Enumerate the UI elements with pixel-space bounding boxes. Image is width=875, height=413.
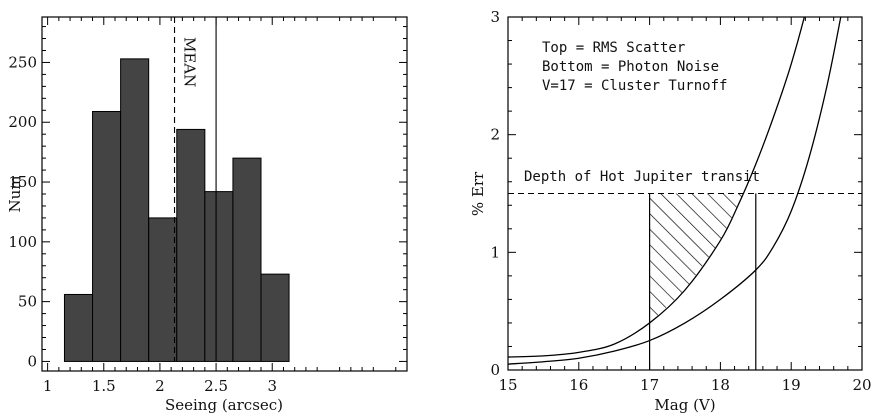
y-tick-label: 250 bbox=[8, 53, 37, 71]
x-tick-label: 1.5 bbox=[92, 377, 116, 395]
histogram-x-label: Seeing (arcsec) bbox=[165, 396, 283, 413]
histogram-bar bbox=[92, 110, 122, 362]
transit-depth-label: Depth of Hot Jupiter transit bbox=[524, 169, 760, 185]
error-curve-panel: 15 16 17 18 19 20 0 1 2 3 Top = RMS Scatter Botto… bbox=[469, 8, 872, 413]
x-tick-label: 1 bbox=[43, 377, 53, 395]
annotation-line-2: Bottom = Photon Noise bbox=[542, 59, 719, 75]
y-tick-label: 0 bbox=[27, 352, 37, 370]
histogram-bar bbox=[232, 157, 262, 362]
histogram-bar bbox=[176, 128, 206, 362]
histogram-y-label: Num bbox=[6, 175, 24, 212]
y-tick-label: 2 bbox=[490, 126, 500, 144]
x-tick-label: 15 bbox=[498, 376, 517, 394]
histogram-panel: 1 1.5 2 2.5 3 0 50 100 150 200 250 MEAN Seeing (ar… bbox=[6, 16, 408, 413]
histogram-bar bbox=[63, 293, 94, 362]
x-tick-label: 18 bbox=[711, 376, 730, 394]
y-tick-label: 100 bbox=[8, 233, 37, 251]
histogram-bar bbox=[120, 58, 150, 362]
x-tick-label: 2.5 bbox=[204, 377, 228, 395]
histogram-ticks bbox=[42, 17, 407, 371]
error-curve-ticks bbox=[507, 16, 863, 371]
annotation-line-3: V=17 = Cluster Turnoff bbox=[542, 78, 727, 94]
x-tick-label: 17 bbox=[640, 376, 659, 394]
mean-label: MEAN bbox=[181, 37, 199, 87]
x-tick-label: 2 bbox=[155, 377, 165, 395]
error-curve-frame bbox=[507, 16, 863, 371]
x-tick-label: 3 bbox=[267, 377, 277, 395]
histogram-tick-labels: 1 1.5 2 2.5 3 0 50 100 150 200 250 bbox=[8, 53, 277, 395]
error-curve-tick-labels: 15 16 17 18 19 20 0 1 2 3 bbox=[490, 8, 871, 394]
histogram-bars bbox=[63, 58, 290, 362]
histogram-bar bbox=[204, 191, 234, 362]
y-tick-label: 200 bbox=[8, 113, 37, 131]
error-curve-y-label: % Err bbox=[469, 171, 487, 216]
y-tick-label: 150 bbox=[8, 173, 37, 191]
annotation-line-1: Top = RMS Scatter bbox=[542, 40, 685, 56]
x-tick-label: 19 bbox=[782, 376, 801, 394]
histogram-bar bbox=[148, 217, 178, 362]
y-tick-label: 50 bbox=[18, 293, 37, 311]
y-tick-label: 1 bbox=[490, 243, 500, 261]
y-tick-label: 0 bbox=[490, 361, 500, 379]
hatched-transit-region bbox=[649, 193, 744, 323]
x-tick-label: 16 bbox=[569, 376, 588, 394]
x-tick-label: 20 bbox=[852, 376, 871, 394]
histogram-bar bbox=[260, 273, 290, 362]
error-curve-plot bbox=[508, 17, 862, 370]
rms-scatter-curve bbox=[508, 17, 806, 358]
y-tick-label: 3 bbox=[490, 8, 500, 26]
histogram-reference-lines bbox=[173, 17, 217, 362]
error-curve-x-label: Mag (V) bbox=[654, 396, 715, 413]
